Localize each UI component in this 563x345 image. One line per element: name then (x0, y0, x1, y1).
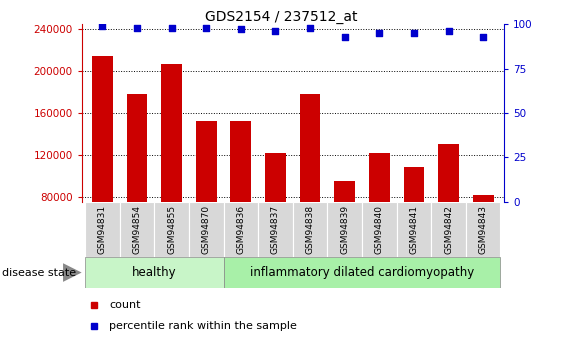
Point (444, 29, 453, 34)
Point (132, 25, 141, 30)
Bar (224, 257, 501, 288)
Bar (265, 153, 286, 280)
Text: GSM94837: GSM94837 (271, 205, 280, 254)
Bar (438, 144, 459, 280)
Point (236, 27, 245, 32)
Bar (154, 202, 189, 257)
Bar (396, 202, 431, 257)
Text: GSM94840: GSM94840 (375, 205, 384, 254)
Text: GSM94838: GSM94838 (306, 205, 315, 254)
Text: count: count (109, 300, 141, 310)
Point (98, 23, 107, 29)
Bar (196, 121, 217, 280)
Point (375, 30, 384, 36)
Text: disease state: disease state (2, 268, 76, 277)
Text: inflammatory dilated cardiomyopathy: inflammatory dilated cardiomyopathy (250, 266, 474, 279)
Bar (334, 181, 355, 280)
Bar (92, 56, 113, 280)
Bar (230, 121, 251, 280)
Text: GSM94839: GSM94839 (340, 205, 349, 254)
Point (202, 25, 211, 30)
Bar (127, 94, 148, 280)
Point (167, 25, 176, 30)
Bar (369, 153, 390, 280)
Bar (300, 94, 320, 280)
Bar (431, 202, 466, 257)
Text: GSM94842: GSM94842 (444, 205, 453, 254)
Text: GSM94831: GSM94831 (98, 205, 107, 254)
Bar (258, 202, 293, 257)
Polygon shape (63, 263, 82, 282)
Text: healthy: healthy (132, 266, 177, 279)
Bar (224, 202, 258, 257)
Text: GSM94841: GSM94841 (409, 205, 418, 254)
Bar (85, 257, 224, 288)
Text: GDS2154 / 237512_at: GDS2154 / 237512_at (205, 10, 358, 24)
Point (409, 30, 418, 36)
Point (306, 25, 315, 30)
Text: GSM94855: GSM94855 (167, 205, 176, 254)
Text: GSM94843: GSM94843 (479, 205, 488, 254)
Bar (327, 202, 362, 257)
Bar (362, 202, 396, 257)
Text: GSM94870: GSM94870 (202, 205, 211, 254)
Bar (161, 64, 182, 280)
Bar (466, 202, 501, 257)
Text: GSM94836: GSM94836 (236, 205, 245, 254)
Point (340, 34, 349, 39)
Point (479, 34, 488, 39)
Bar (85, 202, 120, 257)
Bar (120, 202, 154, 257)
Bar (404, 167, 425, 280)
Bar (189, 202, 224, 257)
Text: GSM94854: GSM94854 (132, 205, 141, 254)
Point (271, 29, 280, 34)
Bar (293, 202, 327, 257)
Bar (473, 195, 494, 280)
Text: percentile rank within the sample: percentile rank within the sample (109, 321, 297, 331)
